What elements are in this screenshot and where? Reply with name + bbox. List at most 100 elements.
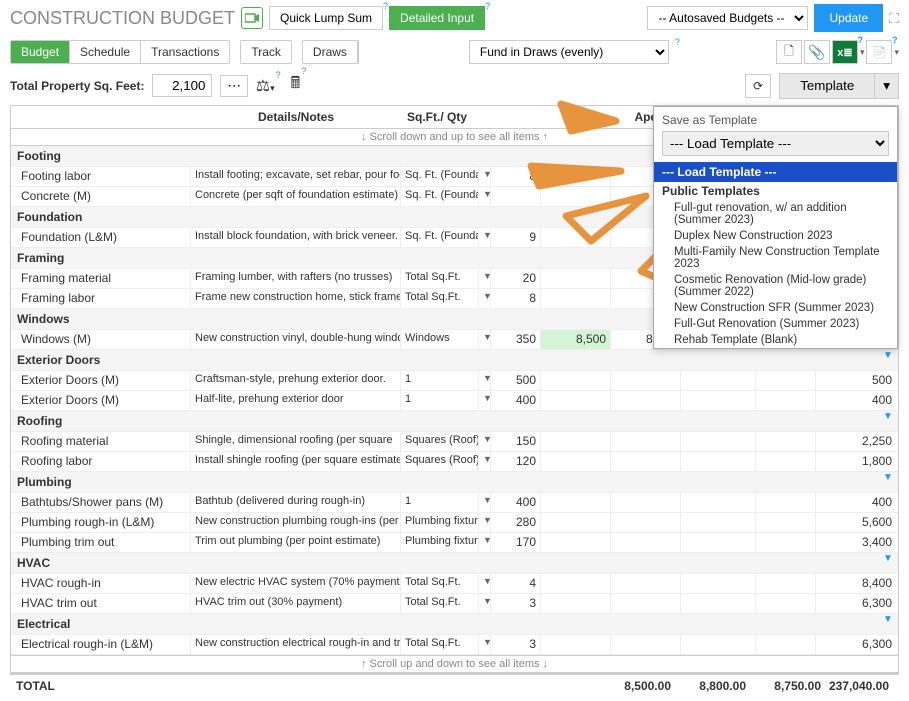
camera-icon[interactable]	[241, 7, 263, 29]
template-button[interactable]: Template	[779, 73, 875, 99]
row-qty[interactable]: 400	[491, 493, 541, 512]
attach-icon[interactable]: 📎	[804, 40, 830, 64]
row-unit[interactable]: Sq. Ft. (Founda	[401, 228, 479, 247]
row-unit[interactable]: Plumbing fixture	[401, 513, 479, 532]
gavel-icon[interactable]: ⚖	[256, 78, 270, 95]
row-details[interactable]: Frame new construction home, stick frame…	[191, 289, 401, 308]
row-unit[interactable]: Total Sq.Ft.	[401, 289, 479, 308]
row-tre[interactable]	[756, 493, 816, 512]
row-rate[interactable]	[541, 187, 611, 206]
load-template-select[interactable]: --- Load Template ---	[662, 131, 889, 156]
row-clean[interactable]	[681, 391, 756, 410]
tab-budget[interactable]: Budget	[11, 41, 70, 63]
row-details[interactable]: Install shingle roofing (per square esti…	[191, 452, 401, 471]
row-details[interactable]: New electric HVAC system (70% payment)	[191, 574, 401, 593]
row-clean[interactable]	[681, 574, 756, 593]
row-unit[interactable]: Sq. Ft. (Founda	[401, 187, 479, 206]
row-qty[interactable]: 8	[491, 167, 541, 186]
row-apex[interactable]	[611, 371, 681, 390]
row-details[interactable]: Install block foundation, with brick ven…	[191, 228, 401, 247]
row-rate[interactable]	[541, 391, 611, 410]
row-details[interactable]: Bathtub (delivered during rough-in)	[191, 493, 401, 512]
sqft-input[interactable]	[152, 74, 212, 97]
unit-caret-icon[interactable]: ▼	[479, 533, 491, 552]
pdf-export-icon[interactable]: 📄?	[866, 40, 892, 64]
collapse-icon[interactable]: ▼	[878, 350, 898, 370]
unit-caret-icon[interactable]: ▼	[479, 594, 491, 613]
row-rate[interactable]	[541, 269, 611, 288]
row-qty[interactable]: 3	[491, 635, 541, 654]
row-rate[interactable]: 8,500	[541, 330, 611, 349]
collapse-icon[interactable]: ▼	[878, 472, 898, 492]
row-details[interactable]: Half-lite, prehung exterior door	[191, 391, 401, 410]
row-apex[interactable]	[611, 432, 681, 451]
row-qty[interactable]: 9	[491, 228, 541, 247]
row-details[interactable]: Trim out plumbing (per point estimate)	[191, 533, 401, 552]
unit-caret-icon[interactable]: ▼	[479, 228, 491, 247]
row-unit[interactable]: Total Sq.Ft.	[401, 635, 479, 654]
row-apex[interactable]	[611, 513, 681, 532]
unit-caret-icon[interactable]: ▼	[479, 371, 491, 390]
unit-caret-icon[interactable]: ▼	[479, 513, 491, 532]
refresh-icon[interactable]: ⟳	[745, 74, 771, 98]
row-rate[interactable]	[541, 594, 611, 613]
sqft-more-button[interactable]: ⋯	[220, 75, 247, 97]
row-qty[interactable]: 280	[491, 513, 541, 532]
row-rate[interactable]	[541, 289, 611, 308]
template-list-item[interactable]: Full-Gut Renovation (Summer 2023)	[654, 316, 897, 332]
unit-caret-icon[interactable]: ▼	[479, 452, 491, 471]
tab-draws[interactable]: Draws	[303, 41, 358, 63]
tab-track[interactable]: Track	[241, 41, 291, 63]
row-unit[interactable]: Squares (Roof)	[401, 452, 479, 471]
unit-caret-icon[interactable]: ▼	[479, 167, 491, 186]
row-apex[interactable]	[611, 493, 681, 512]
row-details[interactable]: New construction electrical rough-in and…	[191, 635, 401, 654]
template-list-item[interactable]: Full-gut renovation, w/ an addition (Sum…	[654, 200, 897, 228]
row-rate[interactable]	[541, 452, 611, 471]
calculator-icon[interactable]: 🖩	[291, 75, 301, 92]
row-qty[interactable]: 350	[491, 330, 541, 349]
row-unit[interactable]: Sq. Ft. (Founda	[401, 167, 479, 186]
row-unit[interactable]: 1	[401, 391, 479, 410]
row-unit[interactable]: 1	[401, 493, 479, 512]
row-tre[interactable]	[756, 452, 816, 471]
unit-caret-icon[interactable]: ▼	[479, 289, 491, 308]
unit-caret-icon[interactable]: ▼	[479, 269, 491, 288]
row-unit[interactable]: 1	[401, 371, 479, 390]
template-caret[interactable]: ▾	[875, 73, 899, 99]
row-clean[interactable]	[681, 635, 756, 654]
row-clean[interactable]	[681, 493, 756, 512]
row-clean[interactable]	[681, 432, 756, 451]
unit-caret-icon[interactable]: ▼	[479, 574, 491, 593]
row-qty[interactable]: 3	[491, 594, 541, 613]
row-details[interactable]: Shingle, dimensional roofing (per square	[191, 432, 401, 451]
row-rate[interactable]	[541, 167, 611, 186]
row-details[interactable]: Install footing; excavate, set rebar, po…	[191, 167, 401, 186]
row-apex[interactable]	[611, 391, 681, 410]
row-clean[interactable]	[681, 513, 756, 532]
row-qty[interactable]: 500	[491, 371, 541, 390]
collapse-icon[interactable]: ▼	[878, 553, 898, 573]
row-rate[interactable]	[541, 493, 611, 512]
row-rate[interactable]	[541, 513, 611, 532]
row-apex[interactable]	[611, 594, 681, 613]
row-apex[interactable]	[611, 452, 681, 471]
row-unit[interactable]: Total Sq.Ft.	[401, 574, 479, 593]
row-details[interactable]: Framing lumber, with rafters (no trusses…	[191, 269, 401, 288]
row-qty[interactable]: 20	[491, 269, 541, 288]
row-qty[interactable]: 120	[491, 452, 541, 471]
template-list-item[interactable]: New Construction SFR (Summer 2023)	[654, 300, 897, 316]
row-rate[interactable]	[541, 574, 611, 593]
row-qty[interactable]	[491, 187, 541, 206]
row-rate[interactable]	[541, 371, 611, 390]
row-tre[interactable]	[756, 432, 816, 451]
row-details[interactable]: New construction vinyl, double-hung wind…	[191, 330, 401, 349]
row-tre[interactable]	[756, 635, 816, 654]
row-qty[interactable]: 170	[491, 533, 541, 552]
row-rate[interactable]	[541, 533, 611, 552]
row-details[interactable]: Craftsman-style, prehung exterior door.	[191, 371, 401, 390]
row-details[interactable]: Concrete (per sqft of foundation estimat…	[191, 187, 401, 206]
tab-schedule[interactable]: Schedule	[70, 41, 141, 63]
collapse-icon[interactable]: ▼	[878, 411, 898, 431]
row-apex[interactable]	[611, 574, 681, 593]
